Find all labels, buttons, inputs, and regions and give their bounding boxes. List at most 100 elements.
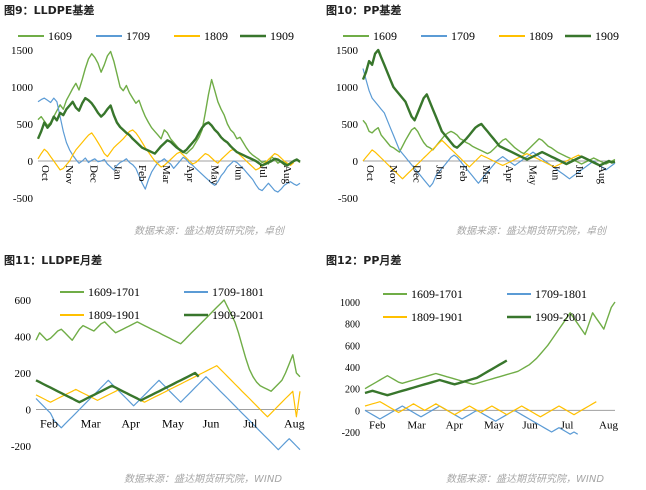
x-tick-label: Jan <box>112 165 124 180</box>
x-tick-label: Apr <box>503 165 515 182</box>
x-tick-label: May <box>162 417 184 431</box>
figure-12-source: 数据来源：盛达期货研究院，WIND <box>446 474 605 485</box>
y-tick-label: 600 <box>15 295 32 307</box>
pp-spread-chart: -200 0 200 400 600 800 1000 Feb Mar Apr May Jun Jul A… <box>323 272 646 470</box>
x-tick-label: Aug <box>284 417 305 431</box>
legend-label-1609-1701: 1609-1701 <box>88 285 140 299</box>
pp-basis-chart-svg: -500 0 500 1000 1500 Oct Nov Dec Jan Feb Mar Apr May… <box>336 29 619 205</box>
y-tick-label: -500 <box>338 193 359 205</box>
y-tick-label: 200 <box>15 368 32 380</box>
legend-label-1809: 1809 <box>204 29 228 43</box>
x-tick-label: Mar <box>160 165 172 184</box>
y-tick-label: -500 <box>13 193 34 205</box>
x-tick-label: Apr <box>184 165 196 182</box>
x-tick-label: Aug <box>596 165 608 184</box>
y-tick-label: 500 <box>342 119 359 131</box>
series-line-1809-1901 <box>35 365 301 418</box>
y-tick-label: 1000 <box>336 82 359 94</box>
x-tick-label: Dec <box>87 165 99 183</box>
figure-9-source: 数据来源：盛达期货研究院，卓创 <box>134 226 284 237</box>
series-line-1809 <box>362 139 610 180</box>
lldpe-basis-chart-svg: -500 0 500 1000 1500 Oct Nov Dec Jan Feb Mar Apr May… <box>11 29 301 205</box>
y-tick-label: 800 <box>345 320 360 331</box>
y-tick-label: 0 <box>353 156 359 168</box>
x-tick-label: Jun <box>550 165 562 181</box>
series-line-1809 <box>37 129 295 171</box>
x-tick-label: Jul <box>257 165 269 178</box>
y-tick-label: 400 <box>345 363 360 374</box>
x-tick-label: Nov <box>387 165 399 184</box>
y-tick-label: 1500 <box>336 45 359 57</box>
y-tick-label: 1000 <box>11 82 34 94</box>
y-tick-label: 200 <box>345 385 360 396</box>
y-tick-label: 1500 <box>11 45 34 57</box>
x-tick-label: May <box>484 419 505 431</box>
legend-label-1809-1901: 1809-1901 <box>88 308 140 322</box>
series-line-1909-2001 <box>364 359 508 397</box>
lldpe-basis-chart: -500 0 500 1000 1500 Oct Nov Dec Jan Feb Mar Apr May… <box>0 22 323 222</box>
y-tick-label: -200 <box>342 428 360 439</box>
x-tick-label: Feb <box>369 419 386 431</box>
lldpe-spread-chart-svg: -200 0 200 400 600 Feb Mar Apr May Jun Jul Aug 1609-… <box>11 285 305 453</box>
series-line-1709-1801 <box>364 405 579 435</box>
x-tick-label: Apr <box>446 419 463 431</box>
x-tick-label: Mar <box>81 417 101 431</box>
x-tick-label: Aug <box>599 419 618 431</box>
y-tick-label: 400 <box>15 332 32 344</box>
series-line-1709 <box>362 68 616 188</box>
x-tick-label: Feb <box>457 165 469 182</box>
lldpe-spread-chart: -200 0 200 400 600 Feb Mar Apr May Jun Jul Aug 1609-… <box>0 272 323 470</box>
legend-label-1909-2001: 1909-2001 <box>212 308 264 322</box>
legend-label-1609: 1609 <box>48 29 72 43</box>
y-tick-label: -200 <box>11 441 32 453</box>
x-tick-label: Jul <box>243 417 258 431</box>
series-line-1709-1801 <box>35 376 301 451</box>
series-line-1909-2001 <box>35 371 200 404</box>
y-tick-label: 600 <box>345 341 360 352</box>
legend-label-1609: 1609 <box>373 29 397 43</box>
x-tick-label: Feb <box>136 165 148 182</box>
x-tick-label: Apr <box>121 417 140 431</box>
x-tick-label: May <box>208 165 220 186</box>
x-tick-label: Feb <box>40 417 58 431</box>
x-tick-label: Jan <box>434 165 446 180</box>
legend-label-1709: 1709 <box>126 29 150 43</box>
series-line-1609-1701 <box>364 301 616 390</box>
x-tick-label: Jul <box>573 165 585 178</box>
series-line-1609-1701 <box>35 299 301 393</box>
pp-spread-chart-svg: -200 0 200 400 600 800 1000 Feb Mar Apr May Jun Jul A… <box>340 287 618 439</box>
legend-label-1909: 1909 <box>595 29 619 43</box>
series-line-1709 <box>37 97 301 193</box>
x-tick-label: Nov <box>63 165 75 184</box>
x-tick-label: Jun <box>233 165 245 181</box>
legend-label-1909: 1909 <box>270 29 294 43</box>
legend-label-1809-1901: 1809-1901 <box>411 310 463 324</box>
x-tick-label: Jun <box>203 417 220 431</box>
x-tick-label: Mar <box>480 165 492 184</box>
figure-11-source: 数据来源：盛达期货研究院，WIND <box>124 474 283 485</box>
x-tick-label: Jul <box>561 419 574 431</box>
y-tick-label: 0 <box>355 406 360 417</box>
pp-basis-chart: -500 0 500 1000 1500 Oct Nov Dec Jan Feb Mar Apr May… <box>323 22 646 222</box>
x-tick-label: Jun <box>522 419 538 431</box>
y-tick-label: 0 <box>28 156 34 168</box>
legend-label-1809: 1809 <box>529 29 553 43</box>
legend-label-1709-1801: 1709-1801 <box>535 287 587 301</box>
x-tick-label: Aug <box>281 165 293 184</box>
x-tick-label: Oct <box>39 165 51 181</box>
figure-10-source: 数据来源：盛达期货研究院，卓创 <box>456 226 606 237</box>
y-tick-label: 0 <box>26 405 32 417</box>
series-line-1809-1901 <box>364 401 597 418</box>
series-line-1609 <box>37 50 301 166</box>
y-tick-label: 1000 <box>340 298 360 309</box>
figure-12-title: 图12：PP月差 <box>326 254 402 267</box>
series-line-1909 <box>361 48 616 167</box>
figure-11-title: 图11：LLDPE月差 <box>4 254 103 267</box>
figure-10-title: 图10：PP基差 <box>326 4 402 17</box>
series-line-1909 <box>36 96 301 167</box>
legend-label-1709: 1709 <box>451 29 475 43</box>
legend-label-1909-2001: 1909-2001 <box>535 310 587 324</box>
x-tick-label: Mar <box>407 419 426 431</box>
legend-label-1709-1801: 1709-1801 <box>212 285 264 299</box>
x-tick-label: Dec <box>410 165 422 183</box>
